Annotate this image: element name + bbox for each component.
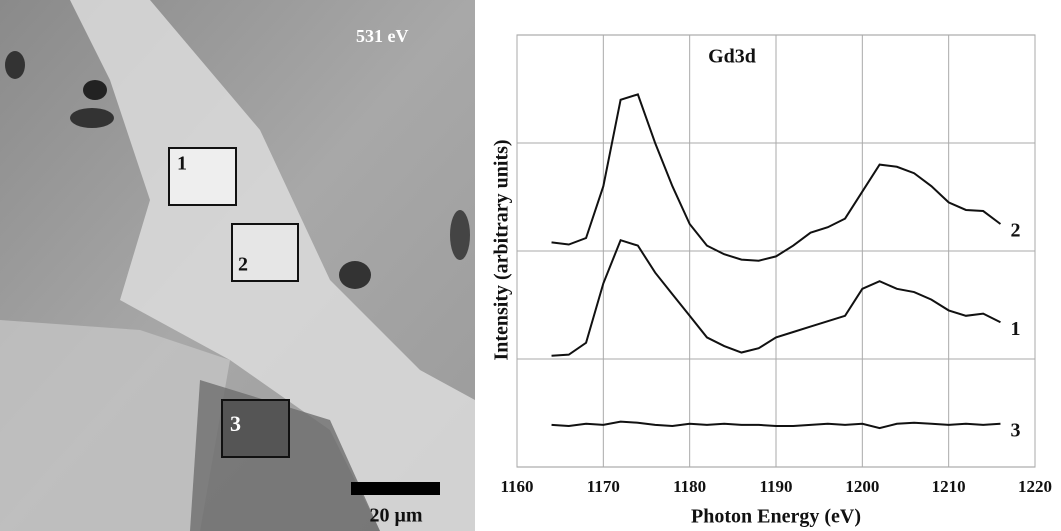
energy-label: 531 eV	[356, 26, 409, 46]
region-label: 3	[230, 411, 241, 436]
x-tick-label: 1160	[500, 477, 533, 496]
dark-spot	[450, 210, 470, 260]
figure: 1 2 3 531 eV 20 μm Gd3d Photon Energy (e…	[0, 0, 1061, 531]
region-label: 1	[177, 153, 187, 175]
scale-bar	[351, 482, 440, 495]
dark-spot	[5, 51, 25, 79]
dark-spot	[70, 108, 114, 128]
scale-bar-label: 20 μm	[370, 505, 423, 527]
dark-spot	[83, 80, 107, 100]
dark-spot	[339, 261, 371, 289]
x-tick-label: 1220	[1018, 477, 1052, 496]
series-label: 2	[1010, 220, 1020, 242]
x-tick-label: 1200	[845, 477, 879, 496]
chart-title: Gd3d	[708, 46, 756, 68]
micrograph: 1 2 3 531 eV 20 μm	[0, 0, 475, 531]
y-axis-title: Intensity (arbitrary units)	[491, 139, 513, 360]
x-tick-label: 1190	[759, 477, 792, 496]
series-label: 1	[1010, 318, 1020, 340]
x-tick-label: 1170	[587, 477, 620, 496]
series-label: 3	[1010, 419, 1020, 441]
x-tick-label: 1180	[673, 477, 706, 496]
region-label: 2	[238, 254, 248, 276]
x-tick-label: 1210	[932, 477, 966, 496]
x-axis-title: Photon Energy (eV)	[691, 506, 861, 528]
